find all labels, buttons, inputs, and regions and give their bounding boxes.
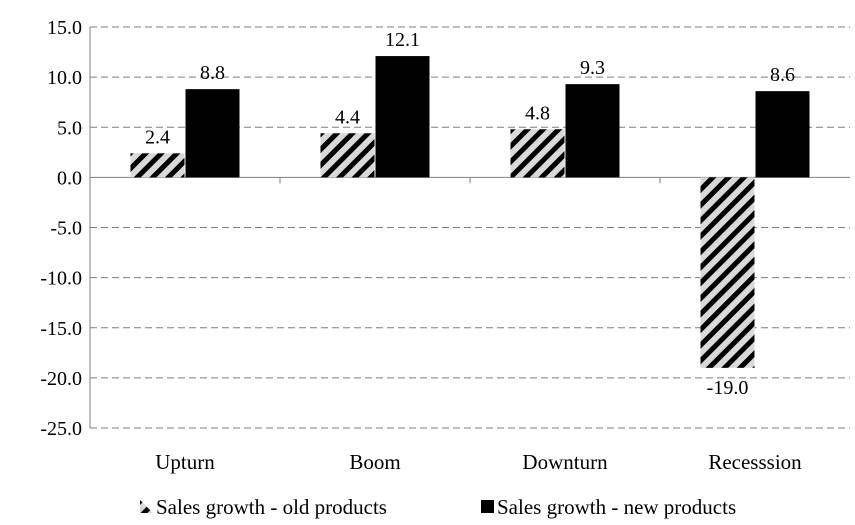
y-tick-label: 5.0 (57, 117, 82, 139)
data-label: 12.1 (385, 29, 420, 51)
y-tick-label: -15.0 (40, 318, 82, 340)
legend: Sales growth - old products Sales growth … (140, 495, 736, 519)
bar-old-recesssion (700, 177, 755, 368)
y-tick-label: 15.0 (47, 17, 82, 39)
bars (130, 56, 810, 368)
data-label: 8.6 (770, 64, 795, 86)
x-category-label: Downturn (522, 450, 608, 474)
y-tick-label: 10.0 (47, 67, 82, 89)
data-label: 8.8 (200, 62, 225, 84)
data-label: 4.8 (525, 102, 550, 124)
x-category-label: Boom (349, 450, 400, 474)
bar-old-downturn (510, 129, 565, 178)
legend-label: Sales growth - old products (156, 495, 387, 519)
legend-swatch-old (140, 500, 153, 513)
y-tick-label: -10.0 (40, 268, 82, 290)
data-label: 9.3 (580, 57, 605, 79)
data-label: 4.4 (335, 106, 360, 128)
bar-new-upturn (185, 89, 240, 178)
x-category-label: Recesssion (708, 450, 802, 474)
axes: 15.0 10.0 5.0 0.0 -5.0 -10.0 -15.0 -20.0 -25.0 Up… (40, 17, 850, 474)
y-tick-label: -5.0 (50, 218, 82, 240)
bar-old-boom (320, 133, 375, 178)
data-label: 2.4 (145, 126, 170, 148)
data-label: -19.0 (707, 377, 749, 399)
legend-swatch-new (481, 500, 494, 513)
bar-old-upturn (130, 153, 185, 178)
y-tick-label: -20.0 (40, 368, 82, 390)
bar-new-downturn (565, 84, 620, 178)
legend-label: Sales growth - new products (497, 495, 736, 519)
data-labels: 2.4 8.8 4.4 12.1 4.8 9.3 -19.0 8.6 (145, 29, 795, 399)
x-category-label: Upturn (155, 450, 215, 474)
bar-new-recesssion (755, 91, 810, 178)
y-tick-label: -25.0 (40, 418, 82, 440)
y-tick-label: 0.0 (57, 167, 82, 189)
bar-new-boom (375, 56, 430, 178)
